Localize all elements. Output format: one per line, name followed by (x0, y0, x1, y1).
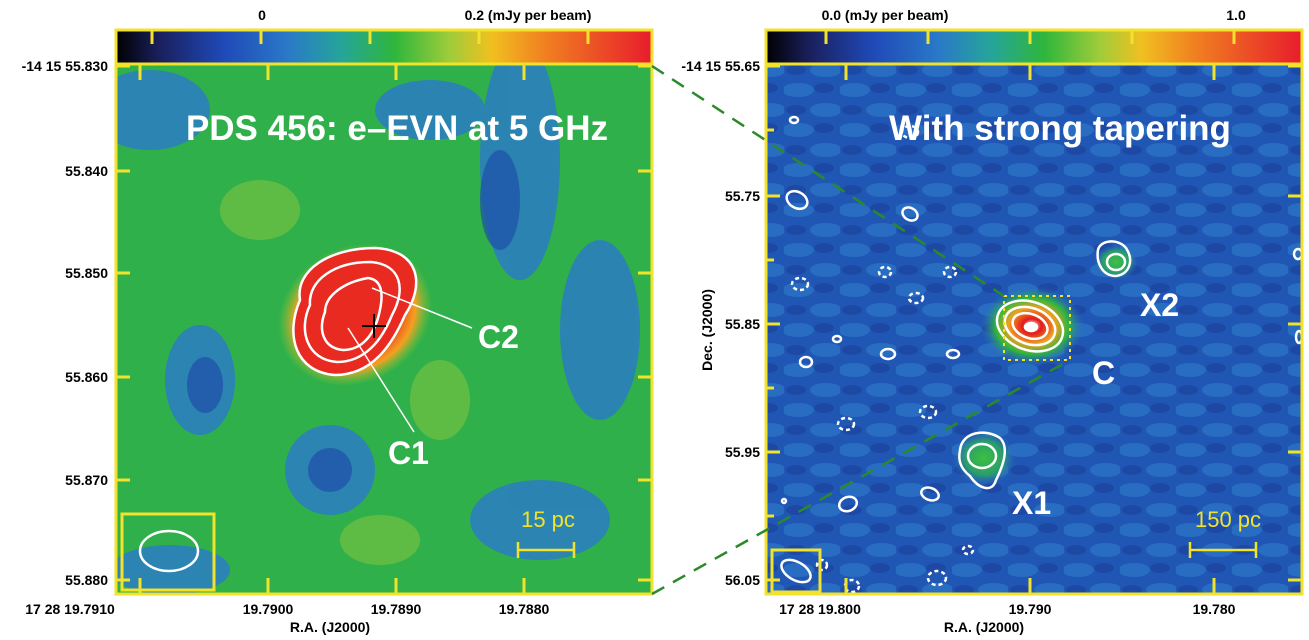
left-xlabel: R.A. (J2000) (290, 619, 370, 635)
right-dec-tick: 55.95 (725, 444, 760, 460)
left-ra-tick: 19.7890 (371, 601, 422, 617)
left-label-c1: C1 (388, 435, 429, 471)
left-ra-tick: 19.7900 (243, 601, 294, 617)
right-dec-tick: -14 15 55.65 (681, 58, 760, 74)
right-ylabel: Dec. (J2000) (699, 289, 715, 371)
right-ra-ticks: 17 28 19.800 19.790 19.780 (779, 601, 1235, 617)
right-dec-tick: 55.75 (725, 188, 760, 204)
left-image (116, 64, 652, 594)
left-colorbar-low-label: 0 (258, 7, 266, 23)
left-dec-tick: -14 15 55.830 (22, 58, 109, 74)
right-frame (764, 62, 1304, 596)
left-label-c2: C2 (478, 319, 519, 355)
right-title: With strong tapering (889, 109, 1231, 148)
right-dec-ticks: -14 15 55.65 55.75 55.85 55.95 56.05 (681, 58, 760, 588)
right-colorbar-low-label: 0.0 (mJy per beam) (822, 7, 949, 23)
right-label-x2: X2 (1140, 287, 1179, 323)
left-title: PDS 456: e–EVN at 5 GHz (186, 109, 608, 148)
right-colorbar-high-label: 1.0 (1226, 7, 1246, 23)
left-ra-ticks: 17 28 19.7910 19.7900 19.7890 19.7880 (25, 601, 549, 617)
left-dec-tick: 55.880 (65, 572, 108, 588)
right-image (766, 64, 1302, 594)
right-ra-tick: 19.780 (1193, 601, 1236, 617)
left-scalebar-label: 15 pc (521, 507, 575, 532)
left-ra-tick: 17 28 19.7910 (25, 601, 115, 617)
left-dec-tick: 55.860 (65, 369, 108, 385)
left-ra-tick: 19.7880 (499, 601, 550, 617)
right-scalebar-label: 150 pc (1195, 507, 1261, 532)
left-colorbar-high-label: 0.2 (mJy per beam) (465, 7, 592, 23)
right-dec-tick: 55.85 (725, 316, 760, 332)
left-colorbar (114, 28, 654, 66)
left-dec-tick: 55.840 (65, 163, 108, 179)
right-label-c: C (1092, 355, 1115, 391)
right-label-x1: X1 (1012, 485, 1051, 521)
zoom-connector (651, 64, 1071, 596)
right-ra-tick: 19.790 (1009, 601, 1052, 617)
left-dec-tick: 55.870 (65, 472, 108, 488)
left-dec-tick: 55.850 (65, 265, 108, 281)
right-colorbar (764, 28, 1304, 66)
right-dec-tick: 56.05 (725, 572, 760, 588)
right-xlabel: R.A. (J2000) (944, 619, 1024, 635)
left-dec-ticks: -14 15 55.830 55.840 55.850 55.860 55.87… (22, 58, 109, 588)
left-frame (114, 62, 654, 596)
right-ra-tick: 17 28 19.800 (779, 601, 861, 617)
